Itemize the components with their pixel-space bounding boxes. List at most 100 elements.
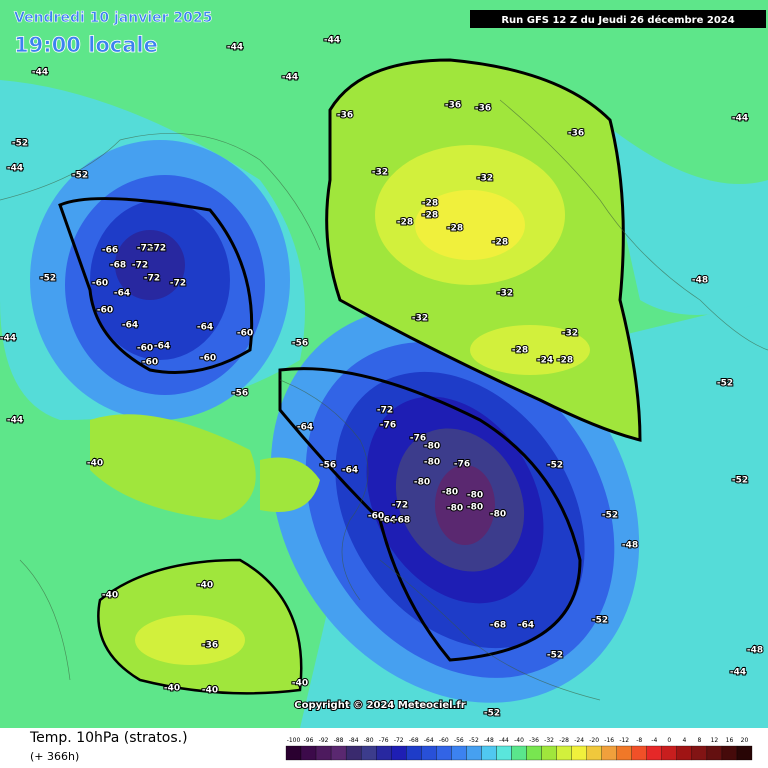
scale-swatch bbox=[330, 745, 347, 761]
contour-label: -44 bbox=[0, 334, 16, 344]
contour-label: -76 bbox=[454, 460, 470, 470]
contour-label: -44 bbox=[32, 68, 48, 78]
contour-label: -52 bbox=[12, 139, 28, 149]
contour-label: -64 bbox=[380, 516, 396, 526]
vortex-core bbox=[435, 465, 495, 545]
contour-label: -80 bbox=[424, 458, 440, 468]
contour-label: -72 bbox=[150, 244, 166, 254]
scale-label: -48 bbox=[484, 737, 494, 744]
scale-swatch bbox=[436, 745, 452, 761]
scale-label: -72 bbox=[394, 737, 404, 744]
scale-label: -68 bbox=[409, 737, 419, 744]
contour-label: -48 bbox=[692, 276, 708, 286]
vortex-core bbox=[115, 230, 185, 300]
contour-label: -68 bbox=[490, 621, 506, 631]
contour-label: -68 bbox=[110, 261, 126, 271]
scale-swatch bbox=[481, 745, 497, 761]
scale-swatch bbox=[631, 745, 647, 761]
contour-label: -64 bbox=[197, 323, 213, 333]
contour-label: -32 bbox=[497, 289, 513, 299]
contour-label: -64 bbox=[154, 342, 170, 352]
scale-label: -96 bbox=[304, 737, 314, 744]
scale-swatch bbox=[646, 745, 662, 761]
high-region bbox=[470, 325, 590, 375]
contour-label: -76 bbox=[380, 421, 396, 431]
contour-label: -52 bbox=[547, 461, 563, 471]
contour-label: -60 bbox=[200, 354, 216, 364]
contour-label: -40 bbox=[102, 591, 118, 601]
contour-label: -32 bbox=[412, 314, 428, 324]
contour-label: -60 bbox=[368, 512, 384, 522]
contour-label: -60 bbox=[137, 344, 153, 354]
scale-swatch bbox=[736, 745, 753, 761]
contour-label: -80 bbox=[442, 488, 458, 498]
scale-swatch bbox=[345, 745, 362, 761]
scale-swatch bbox=[451, 745, 467, 761]
contour-label: -40 bbox=[292, 679, 308, 689]
local-time: 19:00 locale bbox=[14, 33, 158, 57]
contour-label: -60 bbox=[142, 358, 158, 368]
scale-label: -12 bbox=[619, 737, 629, 744]
contour-label: -28 bbox=[512, 346, 528, 356]
contour-label: -36 bbox=[568, 129, 584, 139]
contour-label: -64 bbox=[114, 289, 130, 299]
contour-label: -48 bbox=[747, 646, 763, 656]
scale-swatch bbox=[421, 745, 437, 761]
scale-label: -84 bbox=[349, 737, 359, 744]
contour-label: -36 bbox=[337, 111, 353, 121]
contour-label: -28 bbox=[422, 211, 438, 221]
contour-label: -56 bbox=[320, 461, 336, 471]
contour-label: -40 bbox=[197, 581, 213, 591]
color-scale: -100 -96 -92 -88 -84 -80 -76 -72 -68 -64 -60 -56 -52… bbox=[285, 737, 753, 761]
contour-label: -72 bbox=[132, 261, 148, 271]
valid-date: Vendredi 10 janvier 2025 bbox=[14, 10, 212, 26]
coastlines bbox=[0, 99, 768, 701]
contour-label: -44 bbox=[7, 164, 23, 174]
scale-swatch bbox=[571, 745, 587, 761]
contour-label: -72 bbox=[144, 274, 160, 284]
contour-label: -66 bbox=[102, 246, 118, 256]
contour-label: -36 bbox=[475, 104, 491, 114]
scale-label: -28 bbox=[559, 737, 569, 744]
contour-label: -44 bbox=[227, 43, 243, 53]
contour-line bbox=[278, 367, 582, 662]
scale-swatch bbox=[315, 745, 332, 761]
contour-label: -72 bbox=[392, 501, 408, 511]
contour-label: -52 bbox=[717, 379, 733, 389]
contour-label: -80 bbox=[447, 504, 463, 514]
contour-label: -80 bbox=[467, 491, 483, 501]
high-core bbox=[415, 190, 525, 260]
map-labels: -66-68-72-72-72-72 -72-60-64-64 -64-60-60-… bbox=[0, 35, 764, 720]
scale-swatch bbox=[300, 745, 317, 761]
scale-swatch bbox=[691, 745, 708, 761]
scale-label: 4 bbox=[682, 737, 686, 744]
run-info: Run GFS 12 Z du Jeudi 26 décembre 2024 bbox=[501, 14, 734, 26]
contour-label: -44 bbox=[730, 668, 746, 678]
contour-label: -32 bbox=[562, 329, 578, 339]
contour-label: -24 bbox=[537, 356, 553, 366]
scale-swatch bbox=[466, 745, 482, 761]
copyright: Copyright © 2024 Meteociel.fr bbox=[294, 700, 465, 711]
scale-label: -76 bbox=[379, 737, 389, 744]
contour-label: -52 bbox=[40, 274, 56, 284]
scale-label: 12 bbox=[711, 737, 719, 744]
contour-label: -40 bbox=[87, 459, 103, 469]
contour-label: -68 bbox=[394, 516, 410, 526]
scale-swatch bbox=[511, 745, 527, 761]
scale-swatch bbox=[361, 745, 377, 761]
contour-label: -28 bbox=[422, 199, 438, 209]
scale-swatch bbox=[721, 745, 738, 761]
cyan-region bbox=[600, 120, 768, 315]
scale-swatch bbox=[601, 745, 617, 761]
contour-label: -32 bbox=[372, 168, 388, 178]
scale-label: -16 bbox=[604, 737, 614, 744]
scale-label: -92 bbox=[319, 737, 329, 744]
scale-swatch bbox=[556, 745, 572, 761]
warm-region bbox=[90, 414, 256, 520]
scale-label: -40 bbox=[514, 737, 524, 744]
contour-label: -40 bbox=[164, 684, 180, 694]
contour-label: -44 bbox=[732, 114, 748, 124]
scale-label: -20 bbox=[589, 737, 599, 744]
